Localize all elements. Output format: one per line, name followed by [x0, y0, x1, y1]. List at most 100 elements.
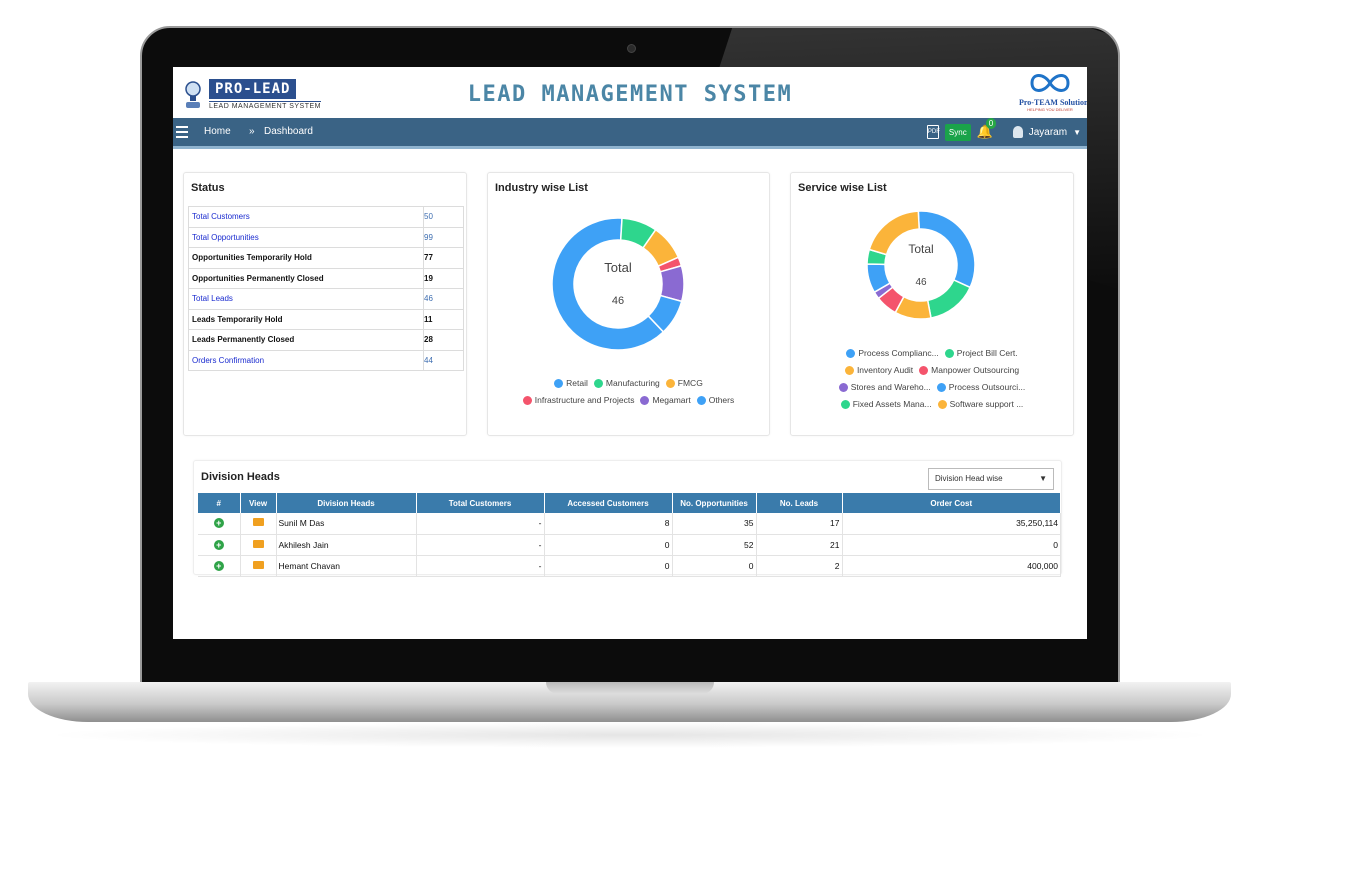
dropdown-arrow-icon: ▼ [1039, 474, 1047, 483]
legend-label: Software support ... [949, 399, 1024, 409]
sync-button[interactable]: Sync [944, 123, 971, 141]
leads-cell: 2 [756, 555, 843, 577]
status-row: Opportunities Permanently Closed 19 [188, 267, 464, 289]
col-view[interactable]: View [240, 493, 277, 513]
status-label[interactable]: Total Leads [188, 288, 424, 310]
pdf-icon[interactable]: PDF [926, 125, 940, 139]
division-heads-title: Division Heads [201, 471, 280, 483]
action-cell: + [198, 555, 241, 577]
status-row[interactable]: Orders Confirmation 44 [188, 349, 464, 371]
status-value: 77 [423, 247, 464, 269]
bell-icon[interactable]: 🔔 0 [977, 118, 997, 140]
legend-dot-icon [696, 396, 706, 405]
legend-item[interactable]: Others [696, 393, 734, 408]
legend-item[interactable]: Process Outsourci... [936, 380, 1025, 395]
legend-item[interactable]: Inventory Audit [844, 363, 913, 378]
legend-label: Manufacturing [605, 378, 660, 388]
legend-item[interactable]: Software support ... [937, 397, 1024, 412]
legend-item[interactable]: Process Complianc... [846, 346, 939, 361]
mail-icon[interactable] [252, 518, 264, 527]
status-row[interactable]: Total Leads 46 [188, 288, 464, 310]
chevron-down-icon[interactable]: ▼ [1073, 127, 1081, 137]
legend-label: Manpower Outsourcing [931, 365, 1020, 375]
legend-label: Infrastructure and Projects [534, 395, 635, 405]
legend-label: FMCG [677, 378, 703, 388]
status-table: Total Customers 50 Total Opportunities 99 Op… [188, 206, 464, 371]
expand-plus-icon[interactable]: + [213, 539, 224, 550]
app-screen: PRO-LEAD LEAD MANAGEMENT SYSTEM LEAD MAN… [173, 67, 1087, 639]
legend-dot-icon [522, 396, 532, 405]
industry-legend: Retail Manufacturing FMCG Infrastructure an… [488, 376, 769, 410]
legend-item[interactable]: Manpower Outsourcing [919, 363, 1019, 378]
service-donut-chart: Total 46 [866, 210, 976, 320]
col-opportunities[interactable]: No. Opportunities [672, 493, 757, 513]
infinity-icon [1030, 74, 1070, 92]
status-row[interactable]: Total Opportunities 99 [188, 226, 464, 248]
col-leads[interactable]: No. Leads [756, 493, 843, 513]
table-row: + Hemant Chavan -0 0 2 400,000 [198, 555, 1061, 577]
mail-icon[interactable] [252, 560, 264, 569]
division-select[interactable]: Division Head wise ▼ [928, 468, 1054, 490]
status-value: 99 [423, 226, 464, 248]
action-cell [240, 513, 277, 535]
accessed-customers-cell: 8 [544, 513, 673, 535]
page-title: LEAD MANAGEMENT SYSTEM [467, 82, 793, 107]
order-cost-cell: 0 [842, 534, 1061, 556]
status-label[interactable]: Total Opportunities [188, 226, 424, 248]
logo-wordmark: PRO-LEAD [209, 79, 297, 99]
donut-slice[interactable] [868, 210, 920, 256]
user-avatar[interactable] [1012, 126, 1023, 138]
laptop-notch [546, 682, 714, 694]
notification-badge: 0 [985, 118, 997, 129]
status-row[interactable]: Total Customers 50 [188, 206, 464, 228]
service-legend: Process Complianc... Project Bill Cert. In… [791, 346, 1073, 414]
mail-icon[interactable] [252, 539, 264, 548]
donut-slice[interactable] [926, 278, 972, 319]
opportunities-cell: 0 [672, 555, 757, 577]
legend-item[interactable]: Manufacturing [593, 376, 660, 391]
breadcrumb-separator: » [249, 126, 255, 137]
legend-dot-icon [936, 383, 946, 392]
donut-center-label: Total [908, 242, 933, 256]
col-total-customers[interactable]: Total Customers [416, 493, 545, 513]
legend-item[interactable]: FMCG [665, 376, 703, 391]
status-value: 44 [423, 349, 464, 371]
donut-center-label: Total [604, 260, 632, 275]
legend-item[interactable]: Retail [554, 376, 588, 391]
col-index[interactable]: # [198, 493, 241, 513]
dashboard-content: Status Total Customers 50 Total Opportunit… [173, 149, 1087, 639]
legend-label: Fixed Assets Mana... [852, 399, 932, 409]
expand-plus-icon[interactable]: + [213, 560, 224, 571]
legend-dot-icon [846, 349, 856, 358]
status-label[interactable]: Total Customers [188, 206, 424, 228]
user-name[interactable]: Jayaram [1028, 126, 1068, 138]
industry-donut-chart: Total 46 [551, 217, 685, 351]
legend-item[interactable]: Infrastructure and Projects [522, 393, 635, 408]
industry-title: Industry wise List [495, 182, 588, 194]
expand-plus-icon[interactable]: + [213, 518, 224, 529]
donut-slice[interactable] [551, 217, 665, 351]
top-navbar: Home » Dashboard PDF Sync 🔔 0 Jayaram ▼ [173, 118, 1087, 149]
breadcrumb-dashboard[interactable]: Dashboard [264, 126, 313, 137]
legend-item[interactable]: Project Bill Cert. [944, 346, 1018, 361]
col-accessed-customers[interactable]: Accessed Customers [544, 493, 673, 513]
col-division-heads[interactable]: Division Heads [276, 493, 417, 513]
status-value: 11 [423, 308, 464, 330]
leads-cell: 21 [756, 534, 843, 556]
status-label[interactable]: Orders Confirmation [188, 349, 424, 371]
status-value: 46 [423, 288, 464, 310]
col-order-cost[interactable]: Order Cost [842, 493, 1061, 513]
donut-slice[interactable] [647, 294, 683, 333]
legend-item[interactable]: Fixed Assets Mana... [840, 397, 932, 412]
pro-lead-logo[interactable]: PRO-LEAD LEAD MANAGEMENT SYSTEM [181, 75, 322, 113]
menu-icon[interactable] [176, 126, 188, 140]
legend-dot-icon [554, 379, 564, 388]
action-cell: + [198, 513, 241, 535]
table-row: + Akhilesh Jain -0 52 21 0 [198, 534, 1061, 556]
legend-item[interactable]: Megamart [640, 393, 691, 408]
breadcrumb-home[interactable]: Home [204, 126, 231, 137]
total-customers-cell: - [416, 534, 545, 556]
legend-dot-icon [844, 366, 854, 375]
legend-item[interactable]: Stores and Wareho... [838, 380, 931, 395]
pro-team-logo: Pro-TEAM Solutions HELPING YOU DELIVER [1019, 73, 1087, 112]
